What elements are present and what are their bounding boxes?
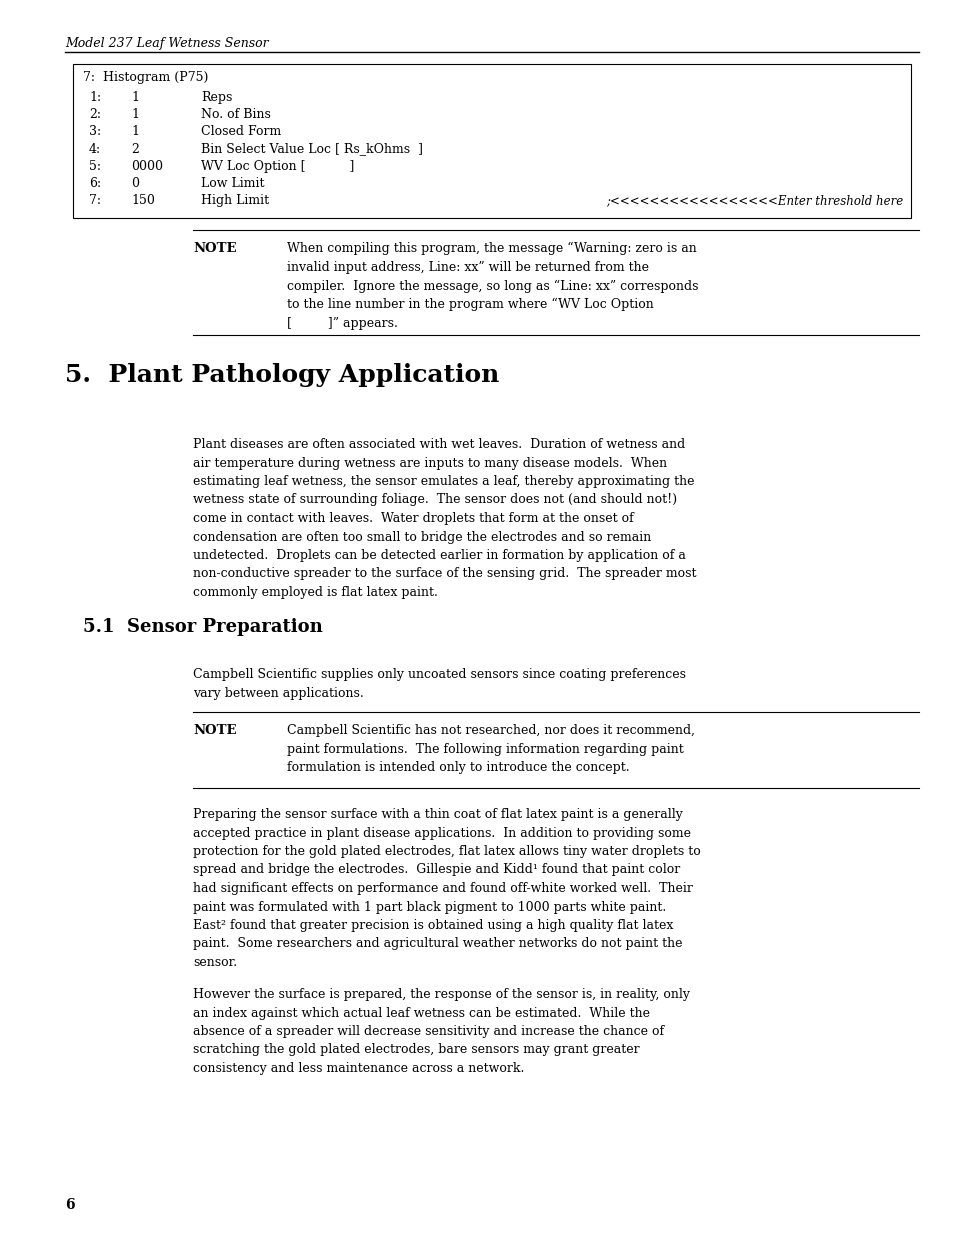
Text: NOTE: NOTE xyxy=(193,724,236,737)
Text: Low Limit: Low Limit xyxy=(201,177,264,190)
Text: 0000: 0000 xyxy=(131,159,163,173)
Text: 1: 1 xyxy=(131,126,139,138)
Text: WV Loc Option [           ]: WV Loc Option [ ] xyxy=(201,159,354,173)
Text: Preparing the sensor surface with a thin coat of flat latex paint is a generally: Preparing the sensor surface with a thin… xyxy=(193,808,700,969)
Text: 1: 1 xyxy=(131,91,139,104)
Text: Model 237 Leaf Wetness Sensor: Model 237 Leaf Wetness Sensor xyxy=(65,37,269,49)
Text: Plant diseases are often associated with wet leaves.  Duration of wetness and
ai: Plant diseases are often associated with… xyxy=(193,438,696,599)
Text: 1: 1 xyxy=(131,109,139,121)
Text: ;<<<<<<<<<<<<<<<<<Enter threshold here: ;<<<<<<<<<<<<<<<<<Enter threshold here xyxy=(605,194,902,207)
Text: 4:: 4: xyxy=(89,142,101,156)
Text: No. of Bins: No. of Bins xyxy=(201,109,271,121)
Text: However the surface is prepared, the response of the sensor is, in reality, only: However the surface is prepared, the res… xyxy=(193,988,689,1074)
Text: 6:: 6: xyxy=(89,177,101,190)
Text: 6: 6 xyxy=(65,1198,74,1212)
Text: 2: 2 xyxy=(131,142,139,156)
Text: Bin Select Value Loc [ Rs_kOhms  ]: Bin Select Value Loc [ Rs_kOhms ] xyxy=(201,142,422,156)
Text: 150: 150 xyxy=(131,194,154,207)
Text: 5:: 5: xyxy=(89,159,101,173)
Text: 5.  Plant Pathology Application: 5. Plant Pathology Application xyxy=(65,363,498,387)
Text: Campbell Scientific has not researched, nor does it recommend,
paint formulation: Campbell Scientific has not researched, … xyxy=(287,724,695,774)
Text: 2:: 2: xyxy=(89,109,101,121)
Text: When compiling this program, the message “Warning: zero is an
invalid input addr: When compiling this program, the message… xyxy=(287,242,698,330)
Text: 7:: 7: xyxy=(89,194,101,207)
Text: Campbell Scientific supplies only uncoated sensors since coating preferences
var: Campbell Scientific supplies only uncoat… xyxy=(193,668,685,699)
Text: 3:: 3: xyxy=(89,126,101,138)
Text: NOTE: NOTE xyxy=(193,242,236,254)
Text: Reps: Reps xyxy=(201,91,233,104)
Text: 0: 0 xyxy=(131,177,139,190)
Text: 5.1  Sensor Preparation: 5.1 Sensor Preparation xyxy=(83,618,322,636)
Text: 7:  Histogram (P75): 7: Histogram (P75) xyxy=(83,70,208,84)
Text: 1:: 1: xyxy=(89,91,101,104)
Text: High Limit: High Limit xyxy=(201,194,269,207)
Text: Closed Form: Closed Form xyxy=(201,126,281,138)
FancyBboxPatch shape xyxy=(73,64,910,219)
